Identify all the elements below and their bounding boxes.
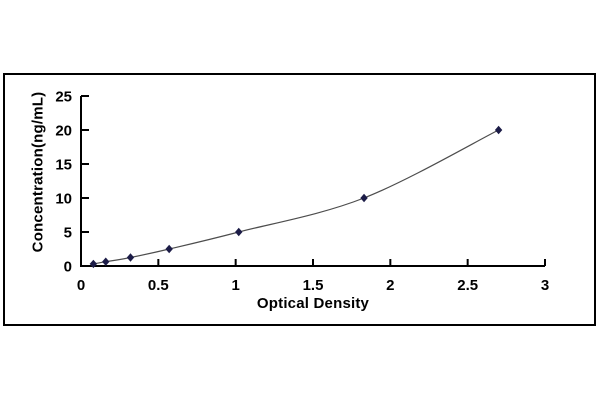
data-point-marker (360, 193, 368, 203)
x-tick-label: 1 (231, 277, 239, 294)
x-tick-label: 2.5 (457, 277, 478, 294)
y-tick-label: 10 (55, 191, 72, 208)
data-point-marker (235, 227, 243, 237)
chart-frame (3, 73, 596, 326)
x-tick-label: 0.5 (148, 277, 169, 294)
y-axis-title: Concentration(ng/mL) (29, 91, 47, 253)
x-axis-title: Optical Density (256, 295, 370, 312)
y-tick-label: 25 (55, 89, 72, 106)
x-tick-label: 2 (386, 277, 394, 294)
data-point-marker (165, 244, 173, 254)
data-point-marker (126, 253, 135, 262)
y-tick-label: 15 (55, 157, 72, 174)
data-point-marker (494, 125, 503, 135)
y-tick-label: 5 (64, 225, 72, 242)
x-tick-label: 3 (541, 277, 549, 294)
data-point-marker (89, 259, 98, 269)
y-tick-label: 0 (64, 259, 72, 276)
y-tick-label: 20 (55, 123, 72, 140)
data-point-marker (102, 257, 110, 266)
x-tick-label: 0 (77, 277, 85, 294)
x-tick-label: 1.5 (303, 277, 324, 294)
series-line (93, 129, 499, 265)
